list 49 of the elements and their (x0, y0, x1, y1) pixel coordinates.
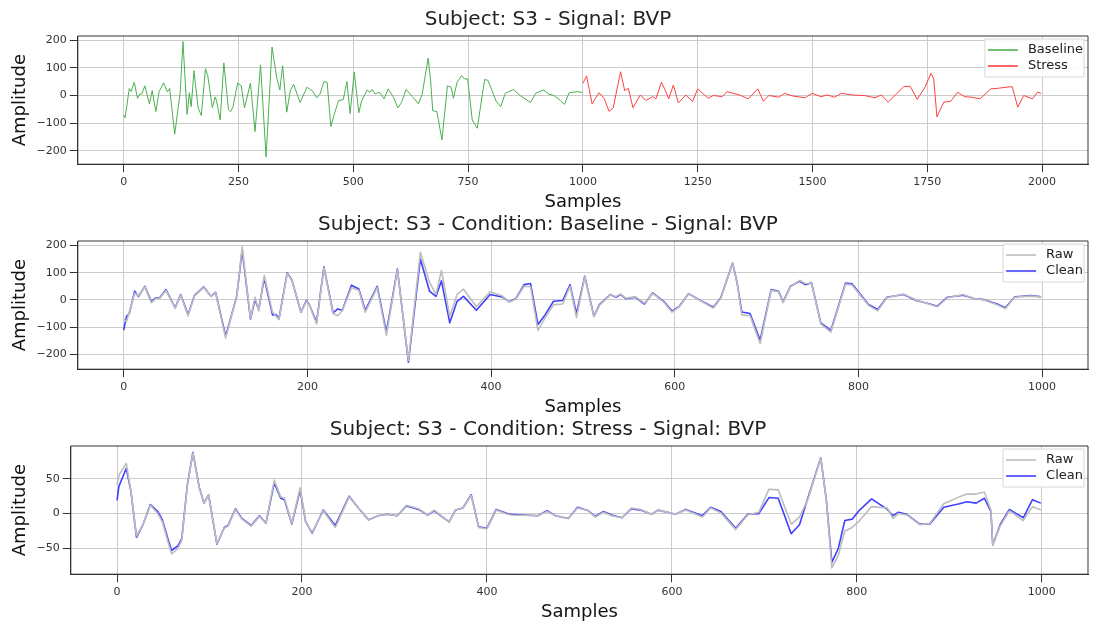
x-tick-label: 1250 (683, 174, 712, 188)
x-tick-label: 0 (113, 584, 121, 598)
y-tick-label: −100 (36, 116, 67, 130)
y-tick-label: 50 (45, 471, 60, 485)
legend-label: Raw (1046, 451, 1074, 467)
chart-title: Subject: S3 - Signal: BVP (424, 6, 672, 31)
y-tick-label: 100 (45, 265, 67, 279)
x-axis-title: Samples (544, 394, 622, 416)
x-tick-label: 0 (120, 379, 128, 393)
legend-label: Clean (1046, 262, 1084, 278)
x-tick-label: 500 (342, 174, 364, 188)
x-axis-title: Samples (540, 599, 618, 621)
y-tick-label: 100 (45, 60, 67, 74)
y-tick-label: 0 (59, 292, 67, 306)
y-tick-label: −50 (36, 541, 60, 555)
y-tick-label: 0 (59, 88, 67, 102)
y-axis-title: Amplitude (8, 463, 30, 557)
x-tick-label: 400 (476, 584, 498, 598)
x-tick-label: 2000 (1028, 174, 1057, 188)
y-tick-label: 0 (52, 506, 60, 520)
x-axis-title: Samples (544, 189, 622, 211)
x-tick-label: 200 (291, 584, 313, 598)
x-tick-label: 1000 (1028, 379, 1057, 393)
legend-label: Baseline (1027, 41, 1084, 57)
x-tick-label: 250 (228, 174, 250, 188)
y-tick-label: 200 (45, 238, 67, 252)
x-tick-label: 600 (664, 379, 686, 393)
x-tick-label: 1500 (798, 174, 827, 188)
x-tick-label: 1000 (1027, 584, 1056, 598)
x-tick-label: 400 (480, 379, 502, 393)
x-tick-label: 750 (457, 174, 479, 188)
y-tick-label: −200 (36, 347, 67, 361)
x-tick-label: 800 (846, 584, 868, 598)
y-tick-label: −200 (36, 143, 67, 157)
x-tick-label: 200 (296, 379, 318, 393)
legend-label: Stress (1027, 57, 1069, 73)
y-axis-title: Amplitude (8, 258, 30, 352)
x-tick-label: 600 (661, 584, 683, 598)
legend-label: Raw (1046, 246, 1074, 262)
y-axis-title: Amplitude (8, 53, 30, 147)
y-tick-label: 200 (45, 33, 67, 47)
legend-label: Clean (1046, 467, 1084, 483)
x-tick-label: 0 (120, 174, 128, 188)
y-tick-label: −100 (36, 320, 67, 334)
x-tick-label: 800 (847, 379, 869, 393)
x-tick-label: 1750 (913, 174, 942, 188)
x-tick-label: 1000 (568, 174, 597, 188)
chart-title: Subject: S3 - Condition: Baseline - Signal: BVP (318, 211, 778, 236)
chart-title: Subject: S3 - Condition: Stress - Signal: BVP (329, 416, 767, 441)
